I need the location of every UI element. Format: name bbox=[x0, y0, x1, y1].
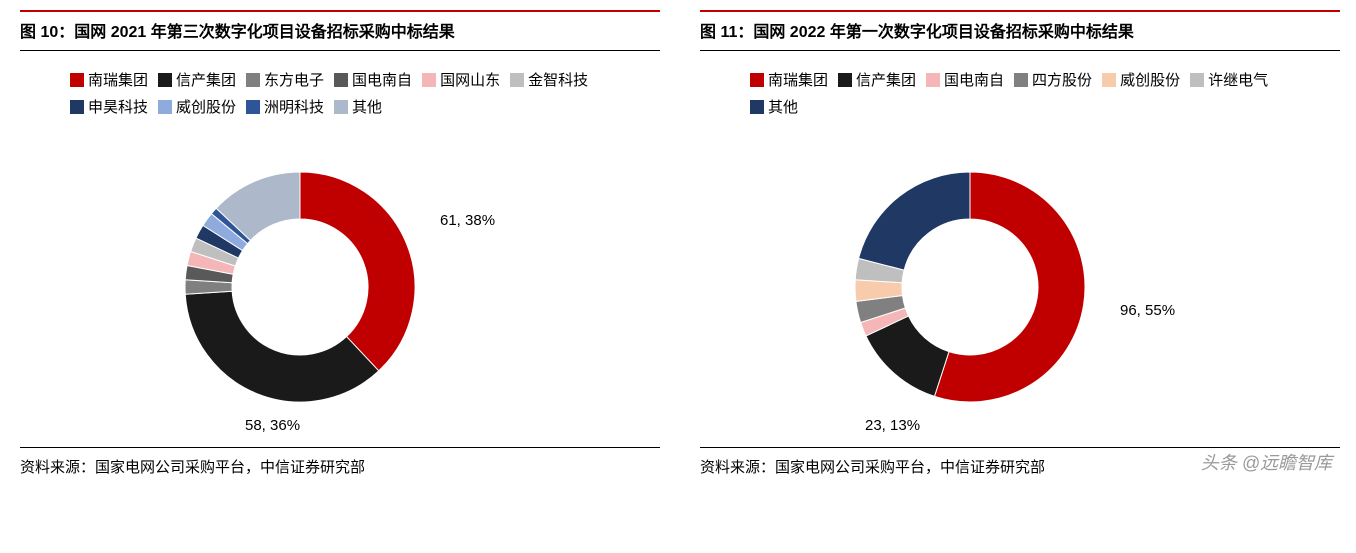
legend-item: 威创股份 bbox=[158, 96, 236, 117]
legend-item: 四方股份 bbox=[1014, 69, 1092, 90]
legend-label: 其他 bbox=[768, 96, 798, 117]
donut-svg bbox=[700, 127, 1340, 447]
legend-item: 金智科技 bbox=[510, 69, 588, 90]
legend-label: 国电南自 bbox=[352, 69, 412, 90]
legend-swatch bbox=[750, 100, 764, 114]
legend-item: 国网山东 bbox=[422, 69, 500, 90]
donut-chart: 96, 55% 23, 13% bbox=[700, 127, 1340, 447]
legend-item: 其他 bbox=[334, 96, 382, 117]
legend-item: 申昊科技 bbox=[70, 96, 148, 117]
legend-label: 信产集团 bbox=[176, 69, 236, 90]
legend-swatch bbox=[334, 73, 348, 87]
legend-swatch bbox=[422, 73, 436, 87]
chart-panel-0: 图 10：国网 2021 年第三次数字化项目设备招标采购中标结果南瑞集团 信产集团… bbox=[20, 10, 660, 477]
legend-label: 许继电气 bbox=[1208, 69, 1268, 90]
legend-label: 南瑞集团 bbox=[88, 69, 148, 90]
donut-slice bbox=[300, 172, 415, 371]
legend-label: 东方电子 bbox=[264, 69, 324, 90]
legend-item: 国电南自 bbox=[926, 69, 1004, 90]
donut-slice bbox=[185, 291, 378, 402]
chart-panel-1: 图 11：国网 2022 年第一次数字化项目设备招标采购中标结果南瑞集团 信产集团… bbox=[700, 10, 1340, 477]
legend-swatch bbox=[926, 73, 940, 87]
panel-title: 图 10：国网 2021 年第三次数字化项目设备招标采购中标结果 bbox=[20, 10, 660, 51]
legend-label: 威创股份 bbox=[176, 96, 236, 117]
donut-chart: 61, 38% 58, 36% bbox=[20, 127, 660, 447]
legend-swatch bbox=[1014, 73, 1028, 87]
legend-swatch bbox=[70, 100, 84, 114]
legend-swatch bbox=[158, 100, 172, 114]
legend-item: 威创股份 bbox=[1102, 69, 1180, 90]
legend-label: 国网山东 bbox=[440, 69, 500, 90]
panel-title: 图 11：国网 2022 年第一次数字化项目设备招标采购中标结果 bbox=[700, 10, 1340, 51]
legend-item: 南瑞集团 bbox=[70, 69, 148, 90]
legend-item: 东方电子 bbox=[246, 69, 324, 90]
legend-label: 其他 bbox=[352, 96, 382, 117]
legend-item: 信产集团 bbox=[158, 69, 236, 90]
legend-item: 信产集团 bbox=[838, 69, 916, 90]
legend-label: 洲明科技 bbox=[264, 96, 324, 117]
legend-item: 许继电气 bbox=[1190, 69, 1268, 90]
chart-legend: 南瑞集团 信产集团 国电南自 四方股份 威创股份 许继电气其他 bbox=[700, 51, 1320, 127]
legend-label: 南瑞集团 bbox=[768, 69, 828, 90]
legend-swatch bbox=[246, 100, 260, 114]
data-label: 96, 55% bbox=[1120, 302, 1175, 319]
legend-item: 南瑞集团 bbox=[750, 69, 828, 90]
legend-swatch bbox=[838, 73, 852, 87]
data-label: 61, 38% bbox=[440, 212, 495, 229]
legend-item: 洲明科技 bbox=[246, 96, 324, 117]
legend-label: 信产集团 bbox=[856, 69, 916, 90]
legend-label: 国电南自 bbox=[944, 69, 1004, 90]
legend-swatch bbox=[750, 73, 764, 87]
legend-swatch bbox=[510, 73, 524, 87]
legend-label: 四方股份 bbox=[1032, 69, 1092, 90]
legend-swatch bbox=[334, 100, 348, 114]
legend-label: 申昊科技 bbox=[88, 96, 148, 117]
chart-legend: 南瑞集团 信产集团 东方电子 国电南自 国网山东 金智科技申昊科技 威创股份 洲明科技 其他 bbox=[20, 51, 640, 127]
data-label: 58, 36% bbox=[245, 417, 300, 434]
legend-swatch bbox=[1102, 73, 1116, 87]
legend-swatch bbox=[158, 73, 172, 87]
legend-swatch bbox=[70, 73, 84, 87]
donut-slice bbox=[859, 172, 970, 270]
donut-svg bbox=[20, 127, 660, 447]
legend-label: 威创股份 bbox=[1120, 69, 1180, 90]
legend-swatch bbox=[246, 73, 260, 87]
legend-item: 其他 bbox=[750, 96, 798, 117]
panel-source: 资料来源：国家电网公司采购平台，中信证券研究部 bbox=[20, 447, 660, 477]
legend-label: 金智科技 bbox=[528, 69, 588, 90]
panel-source: 资料来源：国家电网公司采购平台，中信证券研究部 bbox=[700, 447, 1340, 477]
legend-swatch bbox=[1190, 73, 1204, 87]
data-label: 23, 13% bbox=[865, 417, 920, 434]
legend-item: 国电南自 bbox=[334, 69, 412, 90]
